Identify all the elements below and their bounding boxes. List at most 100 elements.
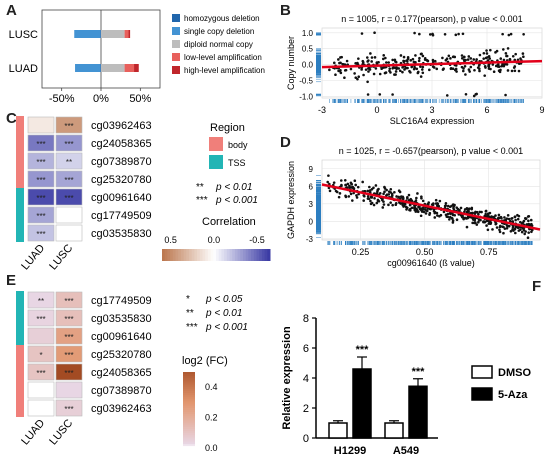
data-point xyxy=(491,228,494,231)
data-point xyxy=(338,61,341,65)
data-point xyxy=(401,195,405,199)
data-point xyxy=(349,67,353,71)
data-point xyxy=(472,94,476,98)
data-point xyxy=(435,67,439,71)
probe-label: cg03535830 xyxy=(91,313,152,325)
legend-swatch xyxy=(172,53,180,61)
data-point xyxy=(372,203,376,207)
bar-segment xyxy=(128,30,131,38)
data-point xyxy=(527,219,530,223)
colorbar-step xyxy=(183,417,195,420)
data-point xyxy=(482,220,485,223)
probe-label: cg03962463 xyxy=(91,120,152,132)
heatmap-cell xyxy=(27,381,55,399)
colorbar-step xyxy=(183,394,195,398)
colorbar-title: log2 (FC) xyxy=(182,355,228,367)
colorbar-step xyxy=(264,249,268,261)
data-point xyxy=(385,61,388,64)
significance-stars: *** xyxy=(64,140,73,149)
sig-legend-stars: ** xyxy=(196,182,204,193)
data-point xyxy=(492,70,496,74)
region-bar xyxy=(16,345,24,363)
data-point xyxy=(419,65,422,68)
bar-segment xyxy=(124,30,129,38)
legend-swatch xyxy=(172,66,180,74)
significance-stars: *** xyxy=(64,333,73,342)
data-point xyxy=(469,57,473,60)
sig-legend-text: p < 0.001 xyxy=(205,322,248,333)
panel-b-chart: n = 1005, r = 0.177(pearson), p value < … xyxy=(286,14,545,125)
data-point xyxy=(356,185,360,189)
sig-legend-text: p < 0.05 xyxy=(205,294,243,305)
data-point xyxy=(507,33,511,37)
data-point xyxy=(357,75,361,78)
data-point xyxy=(413,66,416,69)
colorbar-step xyxy=(183,444,195,447)
colorbar-step xyxy=(175,249,179,261)
significance-stars: *** xyxy=(36,230,45,239)
colorbar-tick-label: -0.5 xyxy=(249,235,265,245)
x-tick-label: 0.75 xyxy=(480,247,498,257)
data-point xyxy=(416,210,420,214)
data-point xyxy=(414,54,417,57)
colorbar-step xyxy=(183,436,195,439)
panel-b: B n = 1005, r = 0.177(pearson), p value … xyxy=(278,0,550,125)
data-point xyxy=(370,56,374,59)
data-point xyxy=(334,189,338,193)
significance-stars: *** xyxy=(64,122,73,131)
probe-label: cg00961640 xyxy=(91,192,152,204)
y-tick-label: 6 xyxy=(309,182,314,191)
data-point xyxy=(442,67,445,71)
bar-segment xyxy=(124,64,135,72)
data-point xyxy=(361,59,365,63)
data-point xyxy=(426,59,430,63)
data-point xyxy=(369,202,373,206)
data-point xyxy=(382,203,386,206)
data-point xyxy=(467,207,471,211)
data-point xyxy=(488,57,492,60)
significance-stars: *** xyxy=(64,351,73,360)
data-point xyxy=(374,67,378,70)
colorbar-step xyxy=(229,249,233,261)
data-point xyxy=(384,56,387,60)
region-bar xyxy=(16,134,24,152)
data-point xyxy=(413,206,416,209)
x-tick-label: 0.25 xyxy=(352,247,370,257)
colorbar-step xyxy=(237,249,241,261)
panel-b-letter: B xyxy=(280,2,291,19)
colorbar-step xyxy=(183,385,195,388)
heatmap-cell xyxy=(27,152,55,170)
region-bar xyxy=(16,206,24,224)
data-point xyxy=(382,54,386,57)
heatmap-cell xyxy=(27,345,55,363)
data-point xyxy=(382,192,385,196)
data-point xyxy=(337,195,341,199)
legend-label: low-level amplification xyxy=(184,53,262,62)
category-label: A549 xyxy=(393,445,419,457)
data-point xyxy=(474,221,477,224)
data-point xyxy=(349,192,353,196)
colorbar-step xyxy=(183,377,195,381)
data-point xyxy=(428,207,431,211)
data-point xyxy=(435,211,439,215)
data-point xyxy=(488,211,492,215)
colorbar-step xyxy=(186,249,190,261)
y-tick-label: 0.5 xyxy=(302,45,314,54)
data-point xyxy=(512,66,516,69)
data-point xyxy=(328,189,332,193)
data-point xyxy=(391,93,394,96)
data-point xyxy=(475,223,479,226)
row-label: LUSC xyxy=(9,29,38,41)
colorbar-step xyxy=(183,392,195,396)
panel-e-letter: E xyxy=(6,272,17,289)
data-point xyxy=(372,186,375,190)
data-point xyxy=(417,59,421,63)
probe-label: cg24058365 xyxy=(91,138,152,150)
heatmap-cell xyxy=(55,188,83,206)
y-tick-label: 2 xyxy=(303,403,309,415)
data-point xyxy=(432,66,436,69)
x-tick-label: 6 xyxy=(484,105,489,115)
data-point xyxy=(332,61,336,65)
data-point xyxy=(443,32,447,36)
bar-segment xyxy=(101,64,125,72)
